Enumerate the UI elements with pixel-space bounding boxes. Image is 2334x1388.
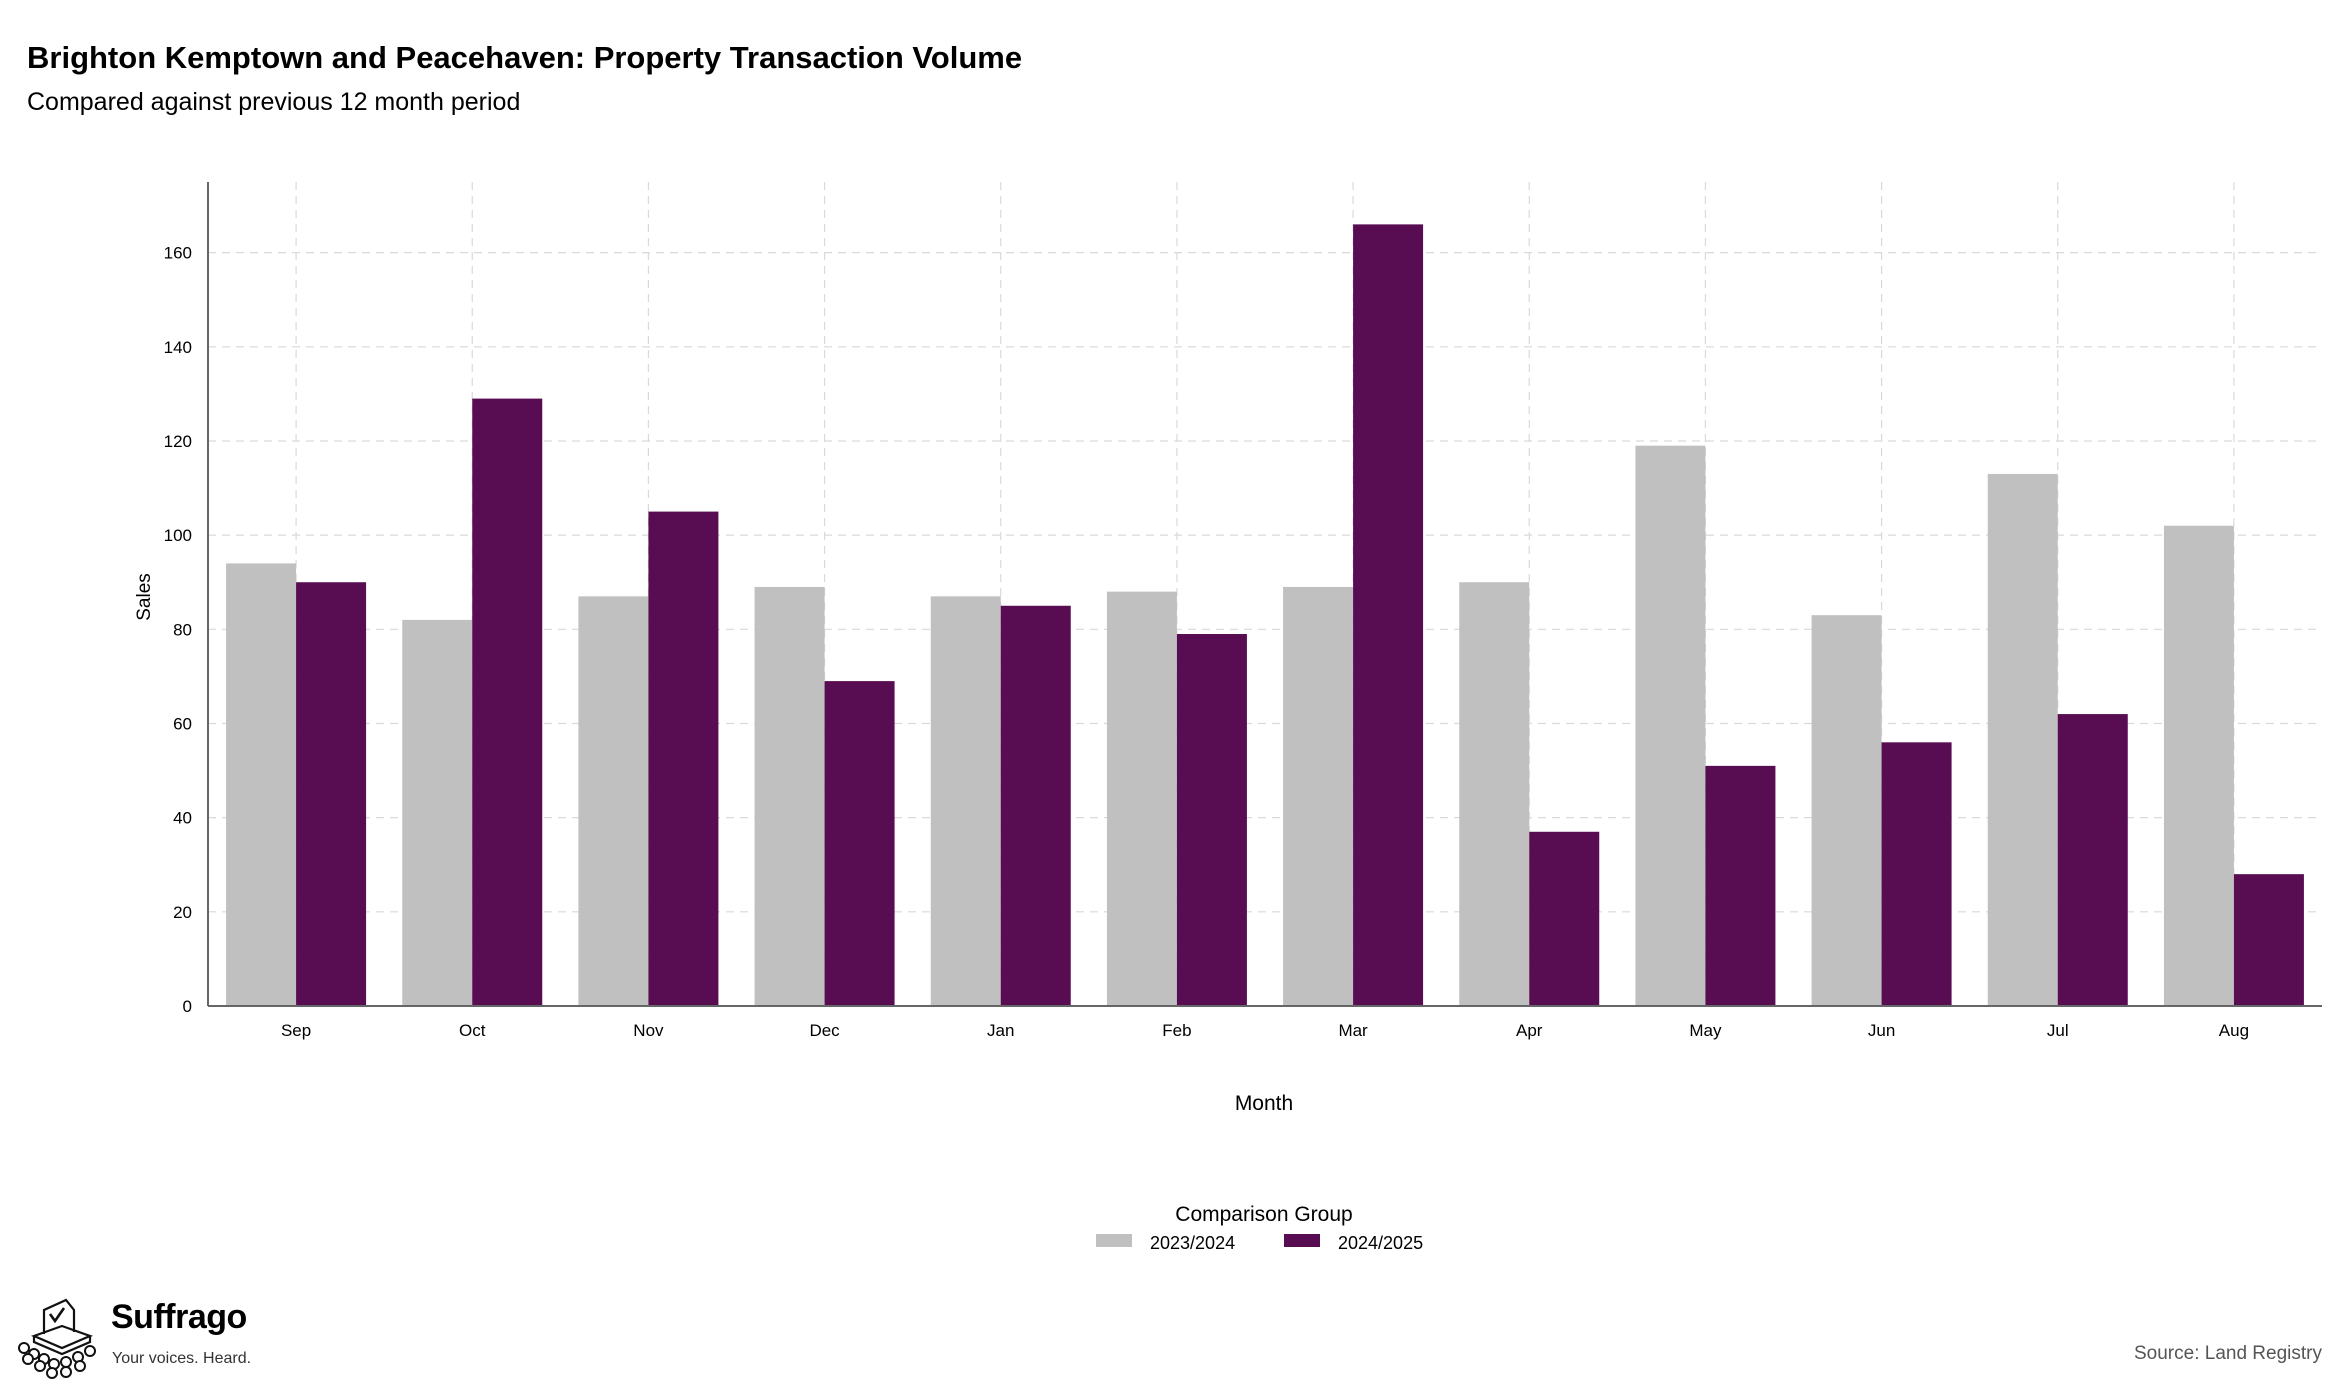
bar-2023-2024-sep	[226, 563, 297, 1006]
y-tick-label: 20	[173, 903, 192, 922]
y-tick-label: 60	[173, 714, 192, 733]
x-tick-label: Feb	[1162, 1021, 1191, 1040]
x-tick-label: Apr	[1516, 1021, 1543, 1040]
y-tick-label: 40	[173, 809, 192, 828]
chart-bars	[226, 224, 2304, 1007]
bar-2024-2025-feb	[1176, 634, 1247, 1006]
legend-swatch	[1284, 1234, 1320, 1247]
x-tick-label: Nov	[633, 1021, 664, 1040]
brand-tagline: Your voices. Heard.	[112, 1350, 252, 1367]
x-tick-label: Aug	[2219, 1021, 2249, 1040]
legend-swatch	[1096, 1234, 1132, 1247]
bar-2024-2025-dec	[824, 681, 895, 1006]
bar-2024-2025-jan	[1000, 605, 1071, 1006]
x-tick-label: Oct	[459, 1021, 486, 1040]
y-tick-label: 160	[164, 244, 192, 263]
y-axis-label: Sales	[134, 573, 155, 621]
bar-2024-2025-aug	[2233, 874, 2304, 1006]
y-tick-label: 0	[183, 997, 192, 1016]
bar-2023-2024-nov	[578, 596, 649, 1006]
x-tick-label: Sep	[281, 1021, 311, 1040]
x-tick-label: Jun	[1868, 1021, 1895, 1040]
x-axis-label: Month	[1235, 1092, 1293, 1115]
bar-2024-2025-mar	[1353, 224, 1424, 1006]
chart-subtitle: Compared against previous 12 month perio…	[27, 88, 521, 116]
chart-ticks: 0 20 40 60 80 100 120 140 160 Sep Oct Nov Dec Jan Feb M…	[164, 244, 2249, 1040]
chart-legend: Comparison Group 2023/2024 2024/2025	[1096, 1203, 1423, 1253]
bar-2023-2024-apr	[1459, 582, 1530, 1006]
bar-2023-2024-jul	[1987, 473, 2058, 1007]
bar-2024-2025-jul	[2057, 714, 2128, 1006]
chart-axes	[207, 182, 2322, 1007]
bar-2023-2024-jun	[1811, 615, 1882, 1006]
source-note: Source: Land Registry	[2134, 1343, 2322, 1364]
bar-2023-2024-dec	[754, 586, 825, 1006]
y-tick-label: 140	[164, 338, 192, 357]
bar-2023-2024-mar	[1283, 586, 1354, 1006]
x-tick-label: Jul	[2047, 1021, 2069, 1040]
y-tick-label: 100	[164, 526, 192, 545]
bar-2023-2024-oct	[402, 619, 473, 1006]
bar-2023-2024-may	[1635, 445, 1706, 1006]
x-tick-label: Dec	[809, 1021, 840, 1040]
brand-name: Suffrago	[111, 1298, 247, 1336]
x-tick-label: Jan	[987, 1021, 1014, 1040]
bar-2024-2025-jun	[1881, 742, 1952, 1006]
suffrago-logo: Suffrago Your voices. Heard.	[14, 1296, 274, 1380]
bar-2023-2024-feb	[1106, 591, 1177, 1006]
chart-title: Brighton Kemptown and Peacehaven: Proper…	[27, 40, 1023, 75]
x-tick-label: May	[1689, 1021, 1722, 1040]
bar-2023-2024-aug	[2163, 525, 2234, 1006]
bar-2024-2025-sep	[296, 582, 367, 1006]
y-tick-label: 80	[173, 620, 192, 639]
y-tick-label: 120	[164, 432, 192, 451]
bar-2024-2025-apr	[1529, 831, 1600, 1006]
bar-2024-2025-nov	[648, 511, 719, 1006]
x-tick-label: Mar	[1338, 1021, 1368, 1040]
legend-title: Comparison Group	[1175, 1203, 1352, 1226]
bar-2023-2024-jan	[930, 596, 1001, 1006]
ballot-box-icon	[18, 1298, 96, 1379]
bar-2024-2025-may	[1705, 765, 1776, 1006]
legend-label: 2024/2025	[1338, 1233, 1423, 1253]
bar-2024-2025-oct	[472, 398, 543, 1006]
legend-label: 2023/2024	[1150, 1233, 1235, 1253]
